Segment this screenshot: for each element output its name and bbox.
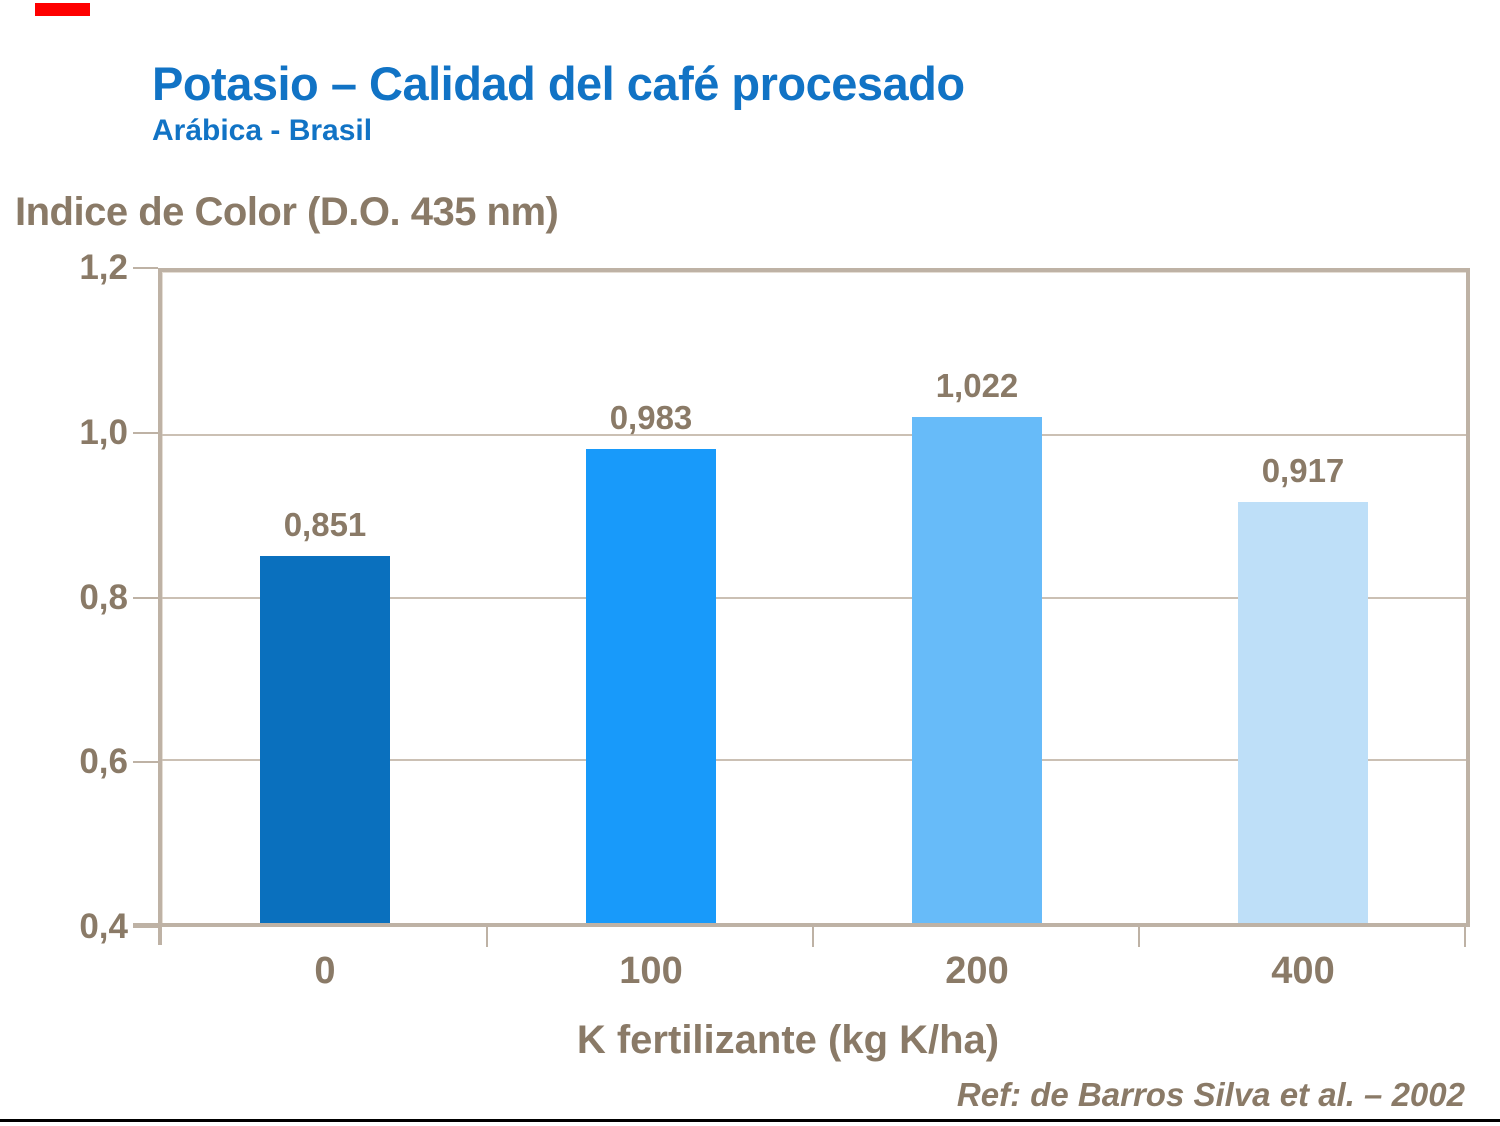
y-tick-mark xyxy=(133,926,158,928)
bar-value-label: 0,983 xyxy=(609,398,693,436)
plot-area: 0,851 0,983 1,022 0,917 xyxy=(158,268,1470,927)
bar-value-label: 0,917 xyxy=(1261,452,1345,490)
red-logo-mark xyxy=(35,3,90,16)
x-tick-mark xyxy=(1138,927,1140,947)
bar-200 xyxy=(912,416,1042,923)
bar-value-label: 1,022 xyxy=(935,366,1019,404)
x-category-label: 400 xyxy=(1271,950,1335,992)
x-tick-mark xyxy=(1464,927,1466,947)
y-tick-label: 1,0 xyxy=(79,412,128,452)
slide-title: Potasio – Calidad del café procesado xyxy=(152,57,965,110)
y-tick-mark xyxy=(133,431,158,434)
y-tick-label: 1,2 xyxy=(79,248,128,287)
x-axis-title: K fertilizante (kg K/ha) xyxy=(576,1018,1000,1062)
y-tick-label: 0,6 xyxy=(79,742,128,782)
chart-title: Indice de Color (D.O. 435 nm) xyxy=(15,190,559,234)
y-tick-label: 0,4 xyxy=(79,907,128,946)
bar-value-label: 0,851 xyxy=(283,506,367,543)
y-axis-labels: 1,2 1,0 0,8 0,6 0,4 xyxy=(0,248,128,946)
bar-400 xyxy=(1238,502,1368,923)
x-category-label: 200 xyxy=(945,950,1009,992)
gridline xyxy=(162,596,1466,599)
x-axis-ticks xyxy=(162,927,1466,947)
bar-100 xyxy=(586,448,716,923)
slide-subtitle: Arábica - Brasil xyxy=(152,114,373,147)
y-tick-label: 0,8 xyxy=(79,577,128,617)
y-tick-mark xyxy=(133,596,158,599)
x-category-label: 0 xyxy=(314,950,336,992)
y-tick-mark xyxy=(133,761,158,764)
axis-corner-extension-horizontal xyxy=(133,923,162,927)
y-tick-mark xyxy=(133,267,158,269)
reference-text: Ref: de Barros Silva et al. – 2002 xyxy=(956,1076,1465,1113)
gridline xyxy=(162,433,1466,436)
bottom-rule xyxy=(0,1119,1500,1122)
x-category-label: 100 xyxy=(619,950,683,992)
axis-corner-extension-vertical xyxy=(158,927,162,945)
x-tick-mark xyxy=(486,927,488,947)
x-axis-labels: 0 100 200 400 xyxy=(162,950,1466,1000)
bar-0 xyxy=(260,556,390,923)
gridline xyxy=(162,759,1466,762)
x-tick-mark xyxy=(812,927,814,947)
y-axis-ticks xyxy=(133,267,158,928)
